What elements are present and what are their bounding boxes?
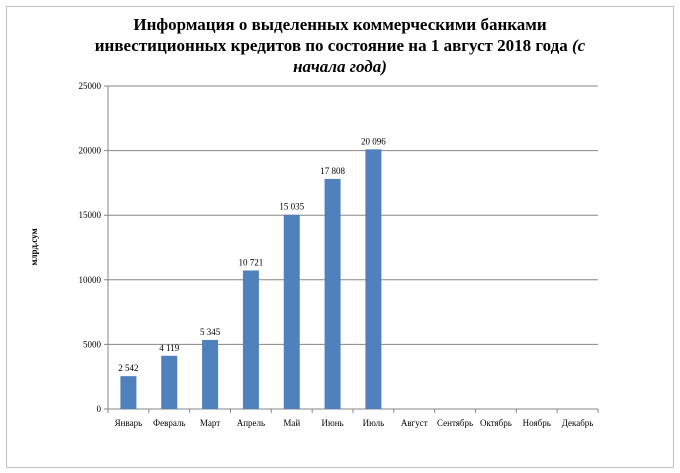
x-tick-label: Декабрь [562, 418, 594, 428]
title-line-2-text: инвестиционных кредитов по состояние на … [94, 36, 568, 55]
title-line-3: начала года) [293, 57, 387, 76]
y-tick-label: 25000 [79, 81, 102, 91]
bar [283, 214, 300, 409]
x-tick-label: Май [283, 418, 300, 428]
data-label: 5 345 [200, 327, 221, 337]
x-tick-label: Август [401, 418, 428, 428]
x-tick-label: Март [200, 418, 220, 428]
y-tick-label: 0 [97, 404, 102, 414]
title-line-1: Информация о выделенных коммерческими ба… [133, 15, 547, 34]
title-line-2: инвестиционных кредитов по состояние на … [0, 35, 680, 56]
x-tick-labels: Январь Февраль Март Апрель Май Июнь Июль Август… [115, 418, 594, 428]
x-tick-label: Январь [115, 418, 143, 428]
data-labels: 2 542 4 119 5 345 10 721 15 035 17 808 20 096 [118, 136, 386, 373]
x-tick-label: Октябрь [480, 418, 512, 428]
bar [161, 355, 178, 409]
gridlines [104, 85, 598, 410]
data-label: 20 096 [361, 136, 386, 146]
y-tick-label: 15000 [79, 210, 102, 220]
data-label: 4 119 [159, 343, 179, 353]
x-tick-label: Сентябрь [437, 418, 473, 428]
y-tick-label: 5000 [83, 339, 102, 349]
y-tick-label: 10000 [79, 275, 102, 285]
data-label: 10 721 [239, 257, 264, 267]
x-tick-label: Февраль [153, 418, 186, 428]
bars [120, 149, 382, 409]
x-tick-label: Апрель [237, 418, 265, 428]
axes [107, 86, 599, 413]
y-axis-label: млрд.сум [29, 228, 39, 265]
data-label: 2 542 [118, 363, 138, 373]
x-tick-label: Июнь [322, 418, 344, 428]
chart-title: Информация о выделенных коммерческими ба… [0, 14, 680, 77]
bar [202, 339, 219, 409]
bar [324, 178, 341, 409]
bar [120, 376, 137, 409]
title-italic-a: (с [572, 36, 586, 55]
y-tick-label: 20000 [79, 146, 102, 156]
x-tick-label: Ноябрь [523, 418, 551, 428]
data-label: 17 808 [320, 166, 345, 176]
bar [242, 270, 259, 409]
data-label: 15 035 [279, 202, 304, 212]
y-tick-labels: 0 5000 10000 15000 20000 25000 [79, 81, 102, 414]
x-tick-label: Июль [363, 418, 385, 428]
bar [365, 149, 382, 409]
